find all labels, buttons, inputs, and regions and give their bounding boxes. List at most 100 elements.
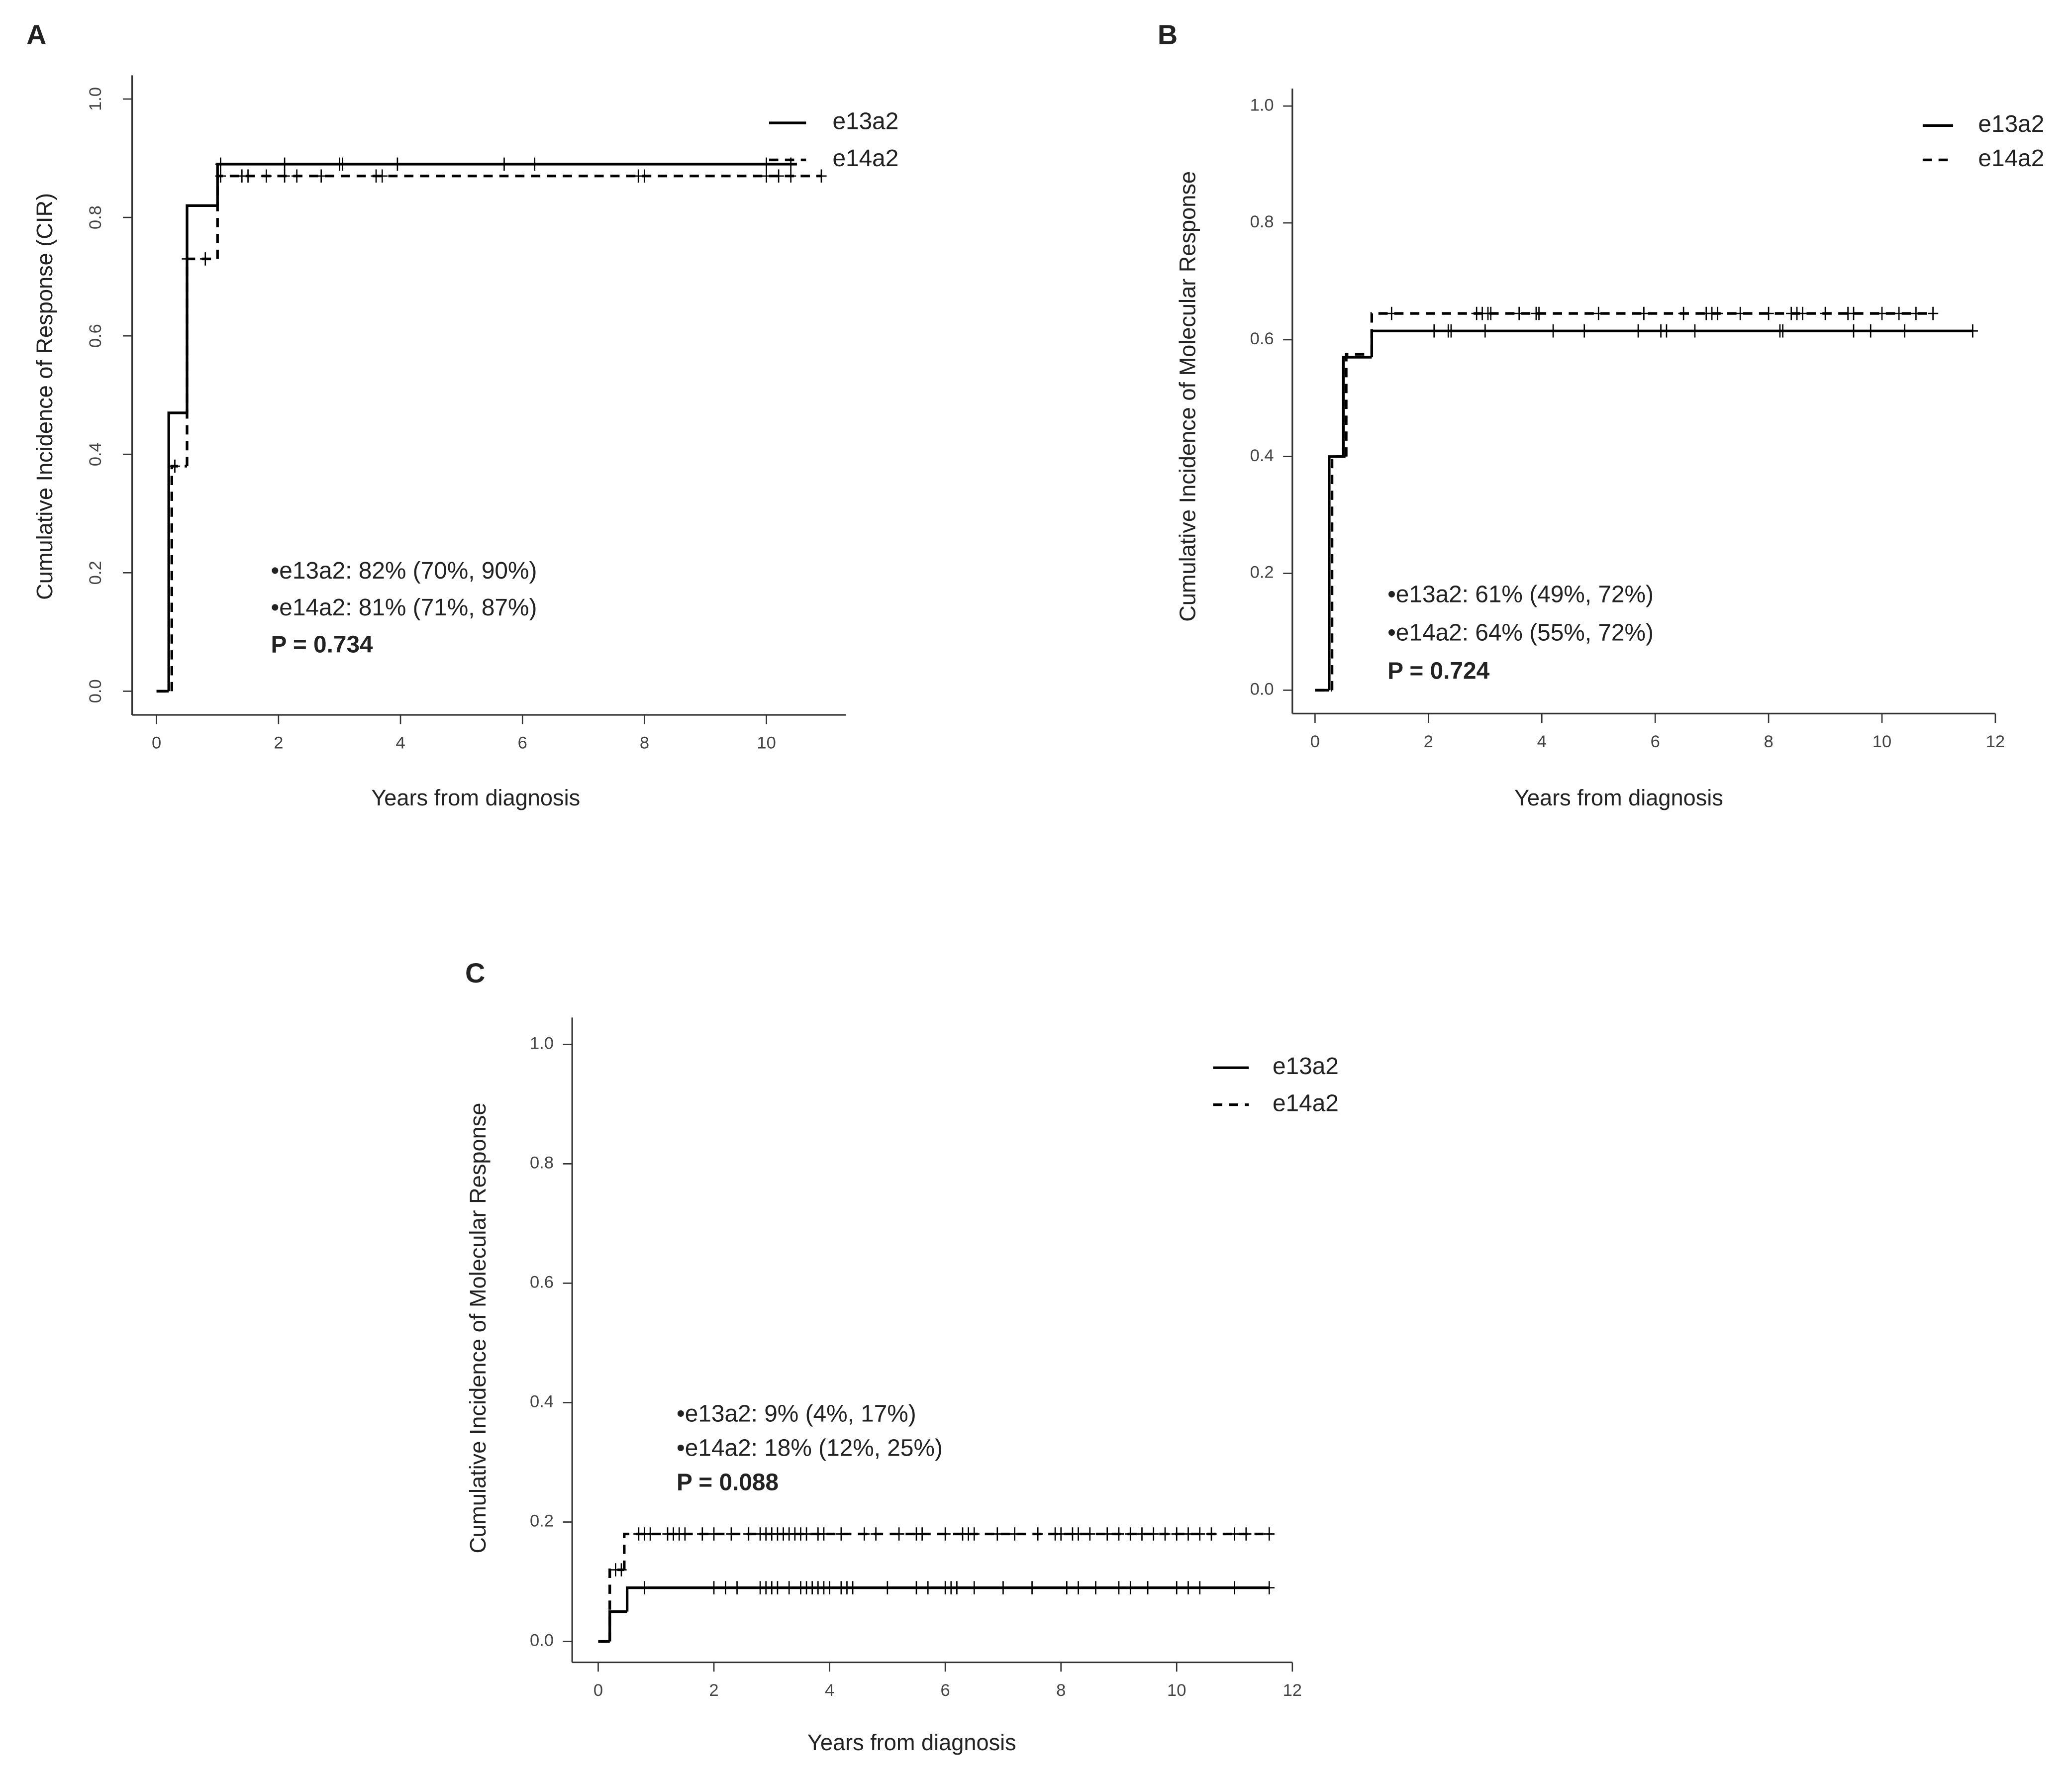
censor-mark (1241, 1527, 1252, 1541)
y-tick-label: 0.2 (86, 561, 105, 585)
x-axis-title: Years from diagnosis (1514, 785, 1723, 810)
censor-mark (1446, 324, 1457, 338)
censor-mark (215, 169, 226, 183)
x-axis-title: Years from diagnosis (807, 1730, 1016, 1755)
censor-mark (1085, 1527, 1095, 1541)
censor-mark (761, 157, 772, 171)
step-segment (170, 465, 187, 691)
censor-mark (1876, 306, 1887, 320)
x-tick-label: 2 (274, 734, 283, 753)
censor-mark (261, 169, 272, 183)
censor-mark (1171, 1581, 1182, 1594)
x-axis-title: Years from diagnosis (371, 785, 580, 810)
censor-mark (1194, 1581, 1205, 1594)
censor-mark (870, 1527, 882, 1541)
censor-mark (1229, 1527, 1240, 1541)
step-segment (1370, 312, 1933, 355)
censor-mark (1073, 1527, 1084, 1541)
legend-label: e13a2 (832, 108, 898, 135)
censor-mark (1579, 324, 1590, 338)
censor-mark (1125, 1527, 1136, 1541)
censor-mark (680, 1527, 691, 1541)
censor-mark (708, 1581, 719, 1594)
step-segment (1330, 455, 1347, 691)
y-tick-label: 0.6 (530, 1273, 554, 1292)
x-tick-label: 10 (757, 734, 776, 753)
x-tick-label: 6 (941, 1681, 950, 1700)
censor-mark (784, 1581, 794, 1594)
x-tick-label: 4 (395, 734, 405, 753)
x-tick-label: 10 (1873, 732, 1891, 751)
x-tick-label: 4 (1537, 732, 1547, 751)
y-tick-label: 1.0 (530, 1034, 554, 1053)
censor-mark (1194, 1527, 1205, 1541)
y-tick-label: 0.4 (530, 1392, 554, 1411)
censor-mark (893, 1527, 904, 1541)
y-tick-label: 0.6 (1250, 329, 1274, 348)
censor-mark (731, 1581, 743, 1594)
y-tick-label: 0.0 (86, 679, 105, 703)
y-tick-label: 0.4 (86, 442, 105, 466)
censor-mark (1142, 1581, 1153, 1594)
censor-mark (697, 1527, 708, 1541)
panel-label: A (26, 19, 46, 50)
step-segment (167, 411, 187, 691)
panel-label: B (1158, 19, 1178, 50)
legend-label: e13a2 (1273, 1053, 1339, 1080)
censor-mark (292, 169, 302, 183)
censor-mark (922, 1581, 933, 1594)
censor-mark (1480, 324, 1490, 338)
censor-mark (529, 157, 540, 171)
censor-mark (1136, 1527, 1148, 1541)
annotation: P = 0.734 (271, 632, 374, 658)
censor-mark (1661, 324, 1672, 338)
censor-mark (786, 169, 796, 183)
censor-mark (1735, 306, 1746, 320)
censor-mark (1514, 306, 1525, 320)
step-segment (216, 163, 797, 206)
censor-mark (1429, 324, 1440, 338)
censor-mark (1593, 306, 1604, 320)
censor-mark (1102, 1527, 1113, 1541)
censor-mark (969, 1581, 980, 1594)
censor-mark (1160, 1527, 1171, 1541)
step-segment (1370, 329, 1973, 358)
y-tick-label: 0.2 (530, 1512, 554, 1531)
censor-mark (1712, 306, 1723, 320)
y-tick-label: 0.0 (1250, 680, 1274, 699)
x-tick-label: 8 (1764, 732, 1773, 751)
annotation: P = 0.724 (1387, 658, 1490, 685)
x-tick-label: 4 (825, 1681, 834, 1700)
panel-label: C (465, 958, 485, 988)
annotation: P = 0.088 (677, 1470, 779, 1496)
censor-mark (818, 1527, 829, 1541)
y-tick-label: 1.0 (1250, 96, 1274, 114)
censor-mark (801, 1527, 812, 1541)
censor-mark (882, 1581, 893, 1594)
censor-mark (1264, 1581, 1275, 1594)
censor-mark (169, 459, 181, 473)
x-tick-label: 10 (1167, 1681, 1186, 1700)
censor-mark (1820, 306, 1831, 320)
censor-mark (1090, 1581, 1101, 1594)
censor-mark (997, 1581, 1009, 1594)
censor-mark (1678, 306, 1689, 320)
x-tick-label: 6 (1651, 732, 1660, 751)
legend-label: e14a2 (832, 145, 898, 172)
step-segment (216, 175, 821, 259)
censor-mark (1125, 1581, 1136, 1594)
censor-mark (708, 1527, 719, 1541)
censor-mark (1777, 324, 1788, 338)
y-axis-title: Cumulative Incidence of Molecular Respon… (465, 1103, 491, 1554)
step-segment (608, 1610, 627, 1642)
step-segment (186, 204, 218, 413)
y-tick-label: 0.6 (86, 324, 105, 348)
y-tick-label: 1.0 (86, 87, 105, 111)
censor-mark (1548, 324, 1559, 338)
censor-mark (772, 1581, 783, 1594)
annotation: •e14a2: 64% (55%, 72%) (1387, 620, 1654, 646)
censor-mark (645, 1527, 656, 1541)
x-tick-label: 0 (152, 734, 161, 753)
